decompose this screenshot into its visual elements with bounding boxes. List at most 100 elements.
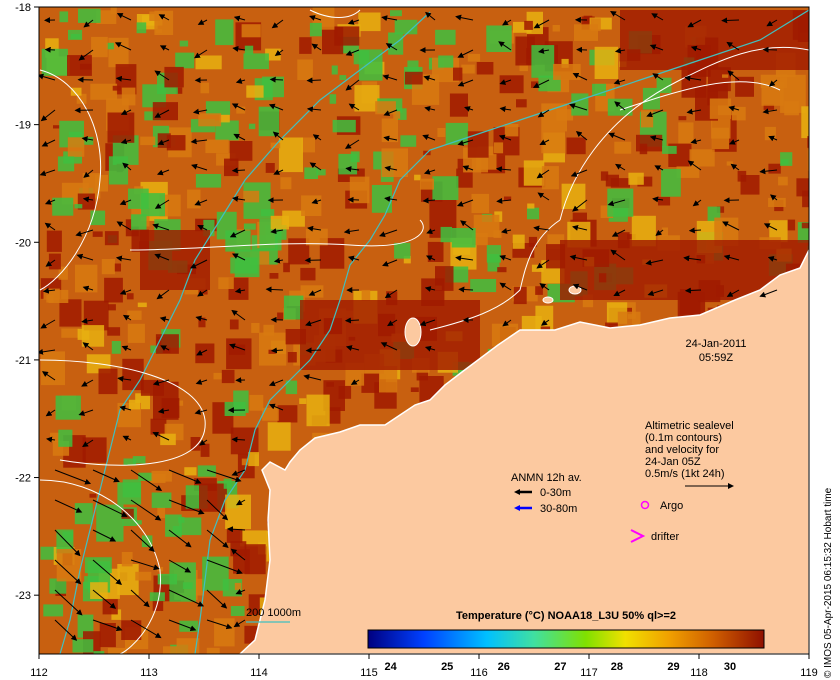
velocity-arrow [154,70,170,81]
sealevel-contours [39,9,809,654]
sst-pixel [513,286,527,305]
velocity-arrow [384,165,398,172]
sst-pixel [248,452,259,467]
sst-pixel [82,437,107,463]
velocity-arrow [233,619,246,628]
velocity-arrow [382,259,398,267]
velocity-arrow [195,315,208,322]
sst-pixel [531,45,555,78]
sst-pixel [243,223,256,230]
velocity-arrow [345,345,360,351]
drifter-label: drifter [651,531,679,543]
sst-pixel [152,102,178,121]
velocity-arrow [154,109,170,118]
sst-pixel [722,74,729,78]
sst-pixel [106,42,114,50]
sst-pixel [259,332,287,366]
velocity-arrow [344,317,360,324]
sst-pixel [780,152,793,166]
velocity-arrow [464,106,474,112]
sst-pixel [144,111,161,121]
sst-pixel [801,106,809,139]
sst-pixel [218,277,234,289]
sst-pixel [94,174,108,192]
sst-pixel [224,401,246,416]
sst-pixel [127,323,145,343]
sst-pixel [260,209,275,217]
sst-pixel [331,65,338,75]
velocity-arrow [312,134,322,141]
anmn-item2: 30-80m [540,503,577,515]
velocity-arrow [423,168,436,175]
velocity-arrow [727,70,740,81]
sst-pixel [473,214,500,238]
velocity-arrow [763,223,778,231]
velocity-arrow [684,287,702,294]
sst-pixel [390,10,402,17]
sst-pixel [128,399,140,410]
sst-pixel [763,104,775,110]
velocity-arrow [168,589,205,607]
sst-pixel [627,234,636,240]
velocity-arrow [426,255,436,261]
sst-pixel [61,328,80,338]
velocity-arrow [206,469,242,483]
sst-hot-region [620,10,809,70]
map-frame [38,6,810,655]
velocity-arrow [154,253,170,261]
velocity-arrow [690,138,702,145]
velocity-arrow [344,139,360,149]
argo-icon [640,500,650,510]
sst-pixel [179,517,202,536]
lon-tick-label: 117 [580,667,598,679]
velocity-arrow [770,194,778,201]
velocity-arrow [498,134,512,141]
sst-pixel [594,46,619,79]
latitude-axis: -18 -19 -20 -21 -22 -23 [15,2,39,602]
velocity-arrow [92,619,123,632]
altimetry-legend: Altimetric sealevel (0.1m contours) and … [645,420,734,489]
sst-pixel [195,174,222,188]
sst-pixel [535,286,543,295]
velocity-arrow [608,132,626,141]
sst-pixel [141,193,165,217]
sst-pixel [179,620,199,632]
velocity-arrow [651,13,664,21]
sst-pixel [709,98,732,119]
sst-pixel [89,493,97,498]
lat-tick-label: -18 [15,2,31,14]
sst-pixel [299,398,307,404]
sst-pixel [614,141,632,154]
velocity-arrow [122,314,132,321]
lon-tick-label: 116 [470,667,488,679]
velocity-arrow [425,11,436,21]
sst-pixel [53,125,60,129]
sst-pixel [241,458,248,466]
sst-pixel [98,368,118,395]
velocity-arrow [688,227,702,234]
sst-pixel [249,394,264,411]
velocity-arrow [533,19,550,29]
sst-pixel [135,520,142,525]
velocity-arrow [197,289,208,297]
sst-pixel [108,304,116,311]
velocity-arrow [383,109,398,116]
sst-pixel [561,183,586,209]
sst-pixel [46,294,54,303]
velocity-arrow [654,165,664,171]
velocity-arrow [426,228,436,235]
sst-pixel [280,177,292,190]
velocity-arrow [759,168,778,175]
velocity-arrow [197,19,208,25]
sst-pixel [135,571,152,581]
velocity-arrow [54,529,81,557]
sst-pixel [305,228,328,246]
sst-pixel [200,443,210,457]
sst-pixel [512,21,532,33]
velocity-arrow [380,342,398,351]
sst-pixel [519,62,528,72]
velocity-arrow [40,109,56,122]
sst-pixel [215,19,234,46]
sst-pixel [735,76,754,97]
sst-pixel [283,295,304,320]
